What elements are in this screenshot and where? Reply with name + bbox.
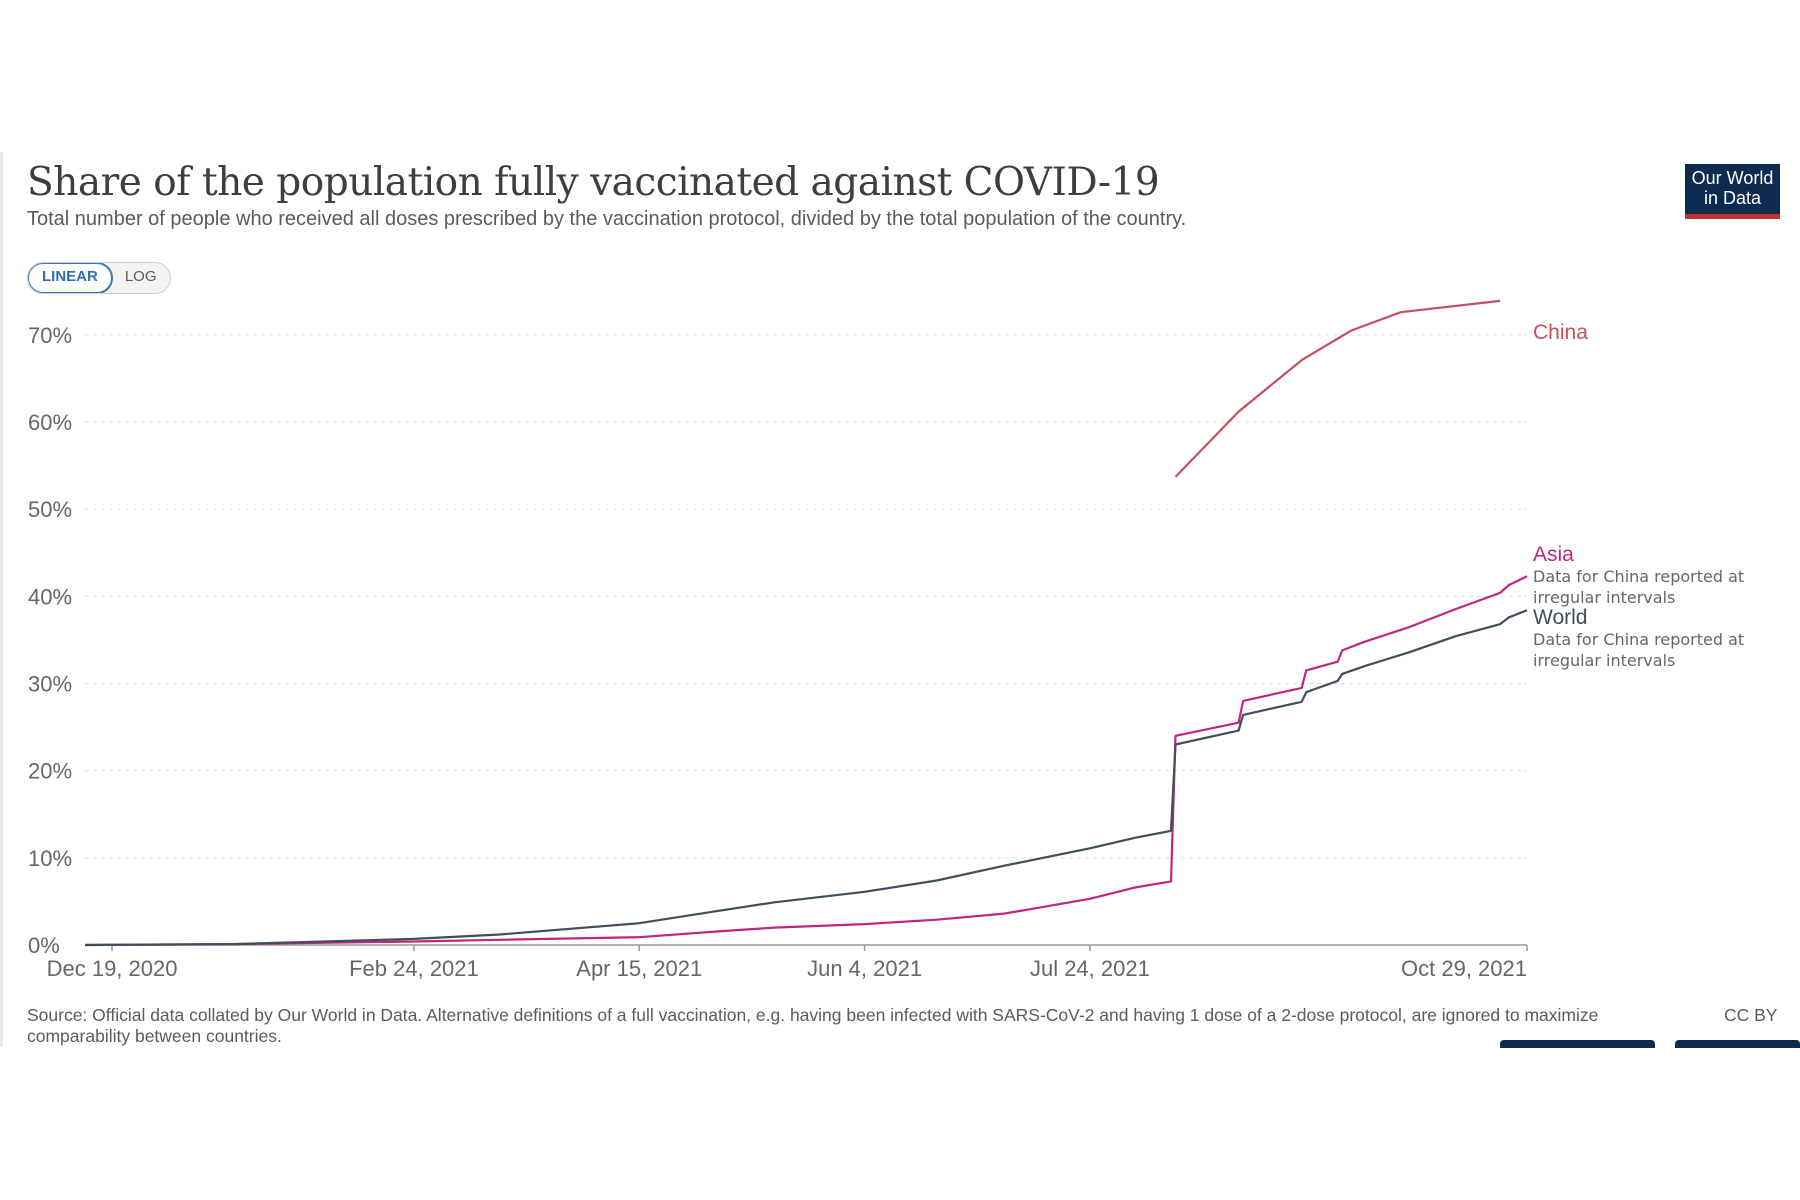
footer-tab-button[interactable] — [1675, 1040, 1800, 1048]
scale-toggle[interactable]: LINEAR LOG — [27, 262, 171, 294]
y-tick-label: 30% — [28, 672, 72, 697]
logo-line-1: Our World — [1691, 168, 1774, 188]
series-annotation: Data for China reported at irregular inte… — [1533, 567, 1744, 607]
annotation-line: Data for China reported at — [1533, 630, 1744, 649]
series-label-world: World — [1533, 606, 1587, 629]
series-line-china — [1174, 299, 1501, 478]
log-scale-button[interactable]: LOG — [124, 268, 157, 285]
annotation-line: Data for China reported at — [1533, 567, 1744, 586]
y-axis-ticks: 0% 10% 20% 30% 40% 50% 60% 70% — [28, 323, 72, 958]
y-tick-label: 60% — [28, 410, 72, 435]
owid-logo[interactable]: Our World in Data — [1685, 164, 1780, 219]
y-tick-label: 40% — [28, 584, 72, 609]
x-tick-label: Oct 29, 2021 — [1401, 956, 1527, 981]
x-tick-label: Dec 19, 2020 — [47, 956, 178, 981]
license-link[interactable]: CC BY — [1724, 1005, 1778, 1025]
chart-title: Share of the population fully vaccinated… — [27, 160, 1160, 205]
series-line-asia — [84, 575, 1528, 947]
x-axis: Dec 19, 2020 Feb 24, 2021 Apr 15, 2021 Jun … — [47, 944, 1528, 981]
series-annotation: Data for China reported at irregular inte… — [1533, 630, 1744, 670]
series-label-china: China — [1533, 321, 1588, 344]
logo-line-2: in Data — [1703, 188, 1762, 208]
footer-tab-button[interactable] — [1500, 1040, 1655, 1048]
y-tick-label: 50% — [28, 497, 72, 522]
y-tick-label: 0% — [28, 933, 60, 958]
series-line-world — [84, 609, 1528, 947]
chart-subtitle: Total number of people who received all … — [27, 208, 1187, 230]
x-tick-label: Apr 15, 2021 — [576, 956, 702, 981]
series-label-asia: Asia — [1533, 543, 1574, 566]
x-tick-label: Jun 4, 2021 — [807, 956, 922, 981]
grid-lines — [85, 334, 1527, 859]
frame-left-rule — [0, 152, 3, 1047]
series-lines — [84, 299, 1528, 947]
y-tick-label: 10% — [28, 846, 72, 871]
x-tick-label: Feb 24, 2021 — [349, 956, 479, 981]
x-tick-label: Jul 24, 2021 — [1030, 956, 1150, 981]
annotation-line: irregular intervals — [1533, 588, 1675, 607]
y-tick-label: 70% — [28, 323, 72, 348]
linear-scale-button[interactable]: LINEAR — [27, 263, 113, 293]
y-tick-label: 20% — [28, 759, 72, 784]
source-note: Source: Official data collated by Our Wo… — [27, 1005, 1599, 1046]
annotation-line: irregular intervals — [1533, 651, 1675, 670]
